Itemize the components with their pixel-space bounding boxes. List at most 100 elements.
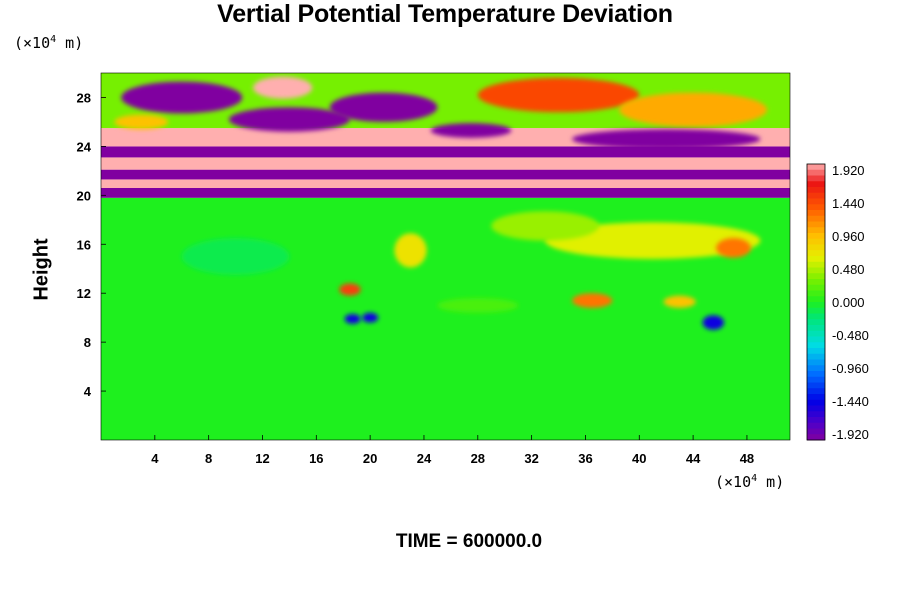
x-tick: 40	[632, 435, 647, 466]
field-feature	[545, 222, 761, 259]
field-band	[101, 179, 790, 188]
colorbar-swatch	[807, 336, 825, 343]
colorbar-label: 1.440	[832, 196, 865, 211]
x-tick-label: 40	[632, 451, 646, 466]
y-tick-label: 8	[84, 335, 91, 350]
x-tick-label: 8	[205, 451, 212, 466]
chart-title: Vertial Potential Temperature Deviation	[217, 0, 673, 28]
colorbar-swatch	[807, 307, 825, 314]
colorbar-swatch	[807, 250, 825, 257]
field-feature	[394, 233, 427, 268]
y-tick-label: 12	[77, 286, 91, 301]
colorbar-swatch	[807, 227, 825, 234]
colorbar-swatch	[807, 198, 825, 205]
x-tick: 28	[471, 435, 485, 466]
x-unit-exponent: 4	[751, 473, 758, 484]
colorbar-swatch	[807, 169, 825, 176]
colorbar-swatch	[807, 371, 825, 378]
x-axis-unit: (×104 m)	[715, 473, 784, 491]
colorbar-swatch	[807, 279, 825, 286]
colorbar-swatch	[807, 187, 825, 194]
y-tick: 8	[84, 335, 106, 350]
field-band	[101, 157, 790, 170]
field-feature	[253, 76, 313, 99]
x-tick-label: 12	[255, 451, 269, 466]
field-band	[101, 187, 790, 198]
colorbar-swatch	[807, 175, 825, 182]
colorbar-swatch	[807, 210, 825, 217]
colorbar-label: -0.960	[832, 361, 869, 376]
y-tick-label: 20	[77, 188, 91, 203]
field-feature	[362, 312, 379, 323]
colorbar-swatch	[807, 261, 825, 268]
colorbar-swatch	[807, 376, 825, 383]
field-feature	[619, 92, 768, 127]
colorbar-label: 1.920	[832, 163, 865, 178]
colorbar-swatch	[807, 267, 825, 274]
x-tick: 32	[524, 435, 539, 466]
colorbar-swatch	[807, 244, 825, 251]
colorbar-swatch	[807, 296, 825, 303]
x-tick: 4	[151, 435, 159, 466]
colorbar-swatch	[807, 365, 825, 372]
y-unit-rest: m)	[56, 34, 84, 52]
y-tick: 20	[77, 188, 106, 203]
x-unit-rest: m)	[757, 473, 785, 491]
colorbar-swatch	[807, 204, 825, 211]
x-tick: 24	[417, 435, 432, 466]
colorbar-swatch	[807, 221, 825, 228]
colorbar-swatch	[807, 394, 825, 401]
colorbar-swatch	[807, 238, 825, 245]
colorbar-swatch	[807, 273, 825, 280]
x-tick: 48	[740, 435, 754, 466]
colorbar-labels: 1.920 1.440 0.960 0.480 0.000 -0.480 -0.960 -1.…	[832, 163, 869, 442]
y-unit-exponent: 4	[50, 34, 57, 45]
y-tick-label: 4	[84, 384, 92, 399]
colorbar-swatch	[807, 353, 825, 360]
field-feature	[339, 283, 361, 296]
colorbar-swatch	[807, 313, 825, 320]
y-tick: 24	[77, 139, 106, 154]
colorbar-label: 0.480	[832, 262, 865, 277]
colorbar-label: 0.960	[832, 229, 865, 244]
y-unit-base: (×10	[14, 34, 51, 52]
colorbar-swatch	[807, 388, 825, 395]
colorbar-label: -1.920	[832, 427, 869, 442]
x-tick: 20	[363, 435, 377, 466]
field-feature	[491, 211, 599, 241]
colorbar-swatch	[807, 192, 825, 199]
x-tick-label: 36	[578, 451, 592, 466]
colorbar	[806, 163, 826, 441]
colorbar-label: 0.000	[832, 295, 865, 310]
field-band	[101, 146, 790, 158]
x-unit-base: (×10	[715, 473, 752, 491]
colorbar-swatch	[807, 290, 825, 297]
colorbar-swatch	[807, 399, 825, 406]
field-feature	[228, 107, 350, 132]
y-tick: 12	[77, 286, 106, 301]
time-label: TIME = 600000.0	[395, 531, 543, 552]
x-tick-label: 48	[740, 451, 754, 466]
y-tick-label: 24	[77, 139, 92, 154]
colorbar-swatch	[807, 284, 825, 291]
x-tick-label: 20	[363, 451, 377, 466]
x-tick-label: 32	[524, 451, 538, 466]
x-tick-label: 44	[686, 451, 701, 466]
y-tick: 16	[77, 237, 106, 252]
colorbar-swatch	[807, 411, 825, 418]
colorbar-swatch	[807, 319, 825, 326]
field-feature	[571, 293, 613, 308]
field-feature	[344, 313, 361, 324]
y-axis: 4 8 12 16 20 24 28	[77, 90, 106, 399]
x-tick: 12	[255, 435, 270, 466]
x-tick: 8	[205, 435, 212, 466]
field-feature	[181, 238, 290, 275]
field-feature	[702, 315, 725, 330]
field-feature	[329, 92, 438, 122]
colorbar-swatch	[807, 256, 825, 263]
x-tick-label: 4	[151, 451, 159, 466]
colorbar-swatch	[807, 330, 825, 337]
colorbar-swatch	[807, 382, 825, 389]
y-axis-unit: (×104 m)	[14, 34, 83, 52]
